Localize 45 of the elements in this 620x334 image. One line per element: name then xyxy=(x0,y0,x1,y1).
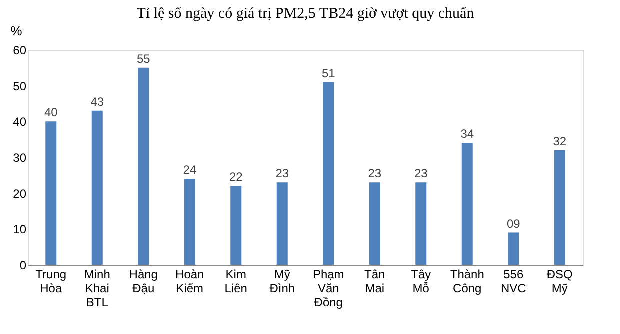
y-tick-label: 60 xyxy=(13,44,27,58)
y-axis-title: % xyxy=(10,24,23,38)
x-tick-label: Hàng Đậu xyxy=(129,268,158,296)
y-tick-label: 0 xyxy=(20,258,27,272)
x-tick-label: Mỹ Đình xyxy=(270,268,296,296)
x-tick-label: Hoàn Kiếm xyxy=(176,268,204,296)
data-label: 23 xyxy=(368,166,382,181)
y-tick-label: 50 xyxy=(13,79,27,94)
x-tick-label: Tây Mỗ xyxy=(411,268,432,296)
x-tick-label: ĐSQ Mỹ xyxy=(546,268,573,296)
bar xyxy=(184,179,196,265)
data-label: 55 xyxy=(136,52,151,66)
x-tick-label: Tân Mai xyxy=(364,268,386,296)
bar xyxy=(92,110,103,265)
y-tick-label: 40 xyxy=(13,115,27,130)
data-label: 34 xyxy=(460,127,474,142)
x-tick-label: Trung Hòa xyxy=(36,268,67,296)
data-label: 24 xyxy=(183,163,197,177)
y-tick-label: 30 xyxy=(13,151,27,165)
bar xyxy=(230,186,242,265)
x-tick-label: Thành Công xyxy=(450,268,484,296)
data-label: 09 xyxy=(506,216,521,231)
chart-title: Tỉ lệ số ngày có giá trị PM2,5 TB24 giờ vượt quy chuẩn xyxy=(136,6,475,22)
x-tick-label: Minh Khai BTL xyxy=(84,268,110,310)
data-label: 40 xyxy=(44,106,58,120)
bar xyxy=(323,82,334,265)
data-label: 23 xyxy=(276,166,290,181)
bar xyxy=(462,143,473,265)
bar xyxy=(416,182,427,265)
data-label: 23 xyxy=(414,166,428,181)
bar xyxy=(138,68,150,265)
x-tick-label: 556 NVC xyxy=(500,268,527,296)
y-tick-label: 20 xyxy=(13,186,27,201)
bar xyxy=(46,122,57,265)
x-tick-label: Kim Liên xyxy=(224,268,248,296)
data-label: 43 xyxy=(90,94,104,109)
x-tick-label: Phạm Văn Đồng xyxy=(312,268,344,310)
bar xyxy=(276,182,288,265)
bar xyxy=(554,150,566,265)
y-tick-label: 10 xyxy=(13,222,27,237)
data-label: 22 xyxy=(229,170,244,184)
data-label: 51 xyxy=(322,66,336,80)
bar xyxy=(508,232,520,265)
bar xyxy=(369,182,380,265)
data-label: 32 xyxy=(553,134,567,148)
